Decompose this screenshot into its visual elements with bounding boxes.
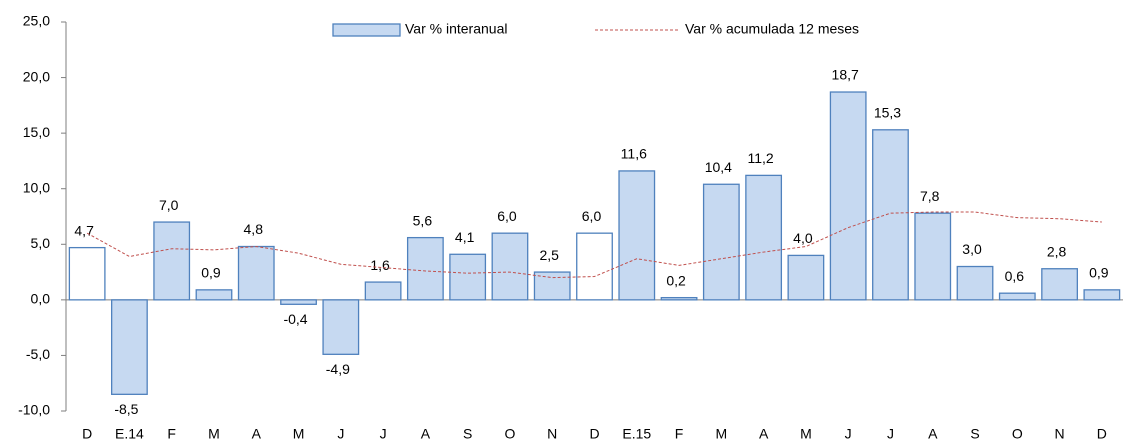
value-label: 3,0 — [962, 241, 982, 257]
bar — [491, 232, 529, 301]
x-tick-label: M — [716, 426, 728, 442]
value-label: 4,1 — [455, 229, 475, 245]
x-tick-label: O — [504, 426, 515, 442]
value-label: 6,0 — [497, 208, 517, 224]
bar — [68, 246, 106, 301]
x-tick-label: M — [800, 426, 812, 442]
bar — [829, 91, 867, 301]
value-label: 4,0 — [793, 230, 813, 246]
bar — [406, 236, 444, 301]
bar — [660, 296, 698, 301]
bar — [914, 212, 952, 301]
value-label: 0,6 — [1005, 268, 1025, 284]
bar — [702, 183, 740, 301]
x-tick-label: S — [463, 426, 472, 442]
y-tick-label: -10,0 — [18, 402, 50, 418]
line — [86, 211, 1102, 279]
x-tick-label: A — [759, 426, 769, 442]
x-tick-label: E.15 — [622, 426, 651, 442]
value-label: 7,8 — [920, 188, 940, 204]
x-tick-label: J — [337, 426, 344, 442]
value-label: 0,9 — [1089, 265, 1109, 281]
legend-label: Var % acumulada 12 meses — [685, 21, 859, 37]
bar — [364, 281, 402, 301]
bar — [745, 174, 783, 301]
value-label: 18,7 — [832, 67, 859, 83]
bar — [322, 299, 360, 355]
x-tick-label: D — [1097, 426, 1107, 442]
y-tick-label: 10,0 — [23, 179, 50, 195]
x-tick-label: A — [421, 426, 431, 442]
x-tick-label: J — [380, 426, 387, 442]
value-label: 11,2 — [748, 150, 774, 166]
bar — [280, 299, 317, 305]
value-label: 11,6 — [621, 146, 647, 162]
value-label: 6,0 — [582, 208, 602, 224]
bar — [1083, 289, 1121, 301]
value-label: 2,5 — [539, 247, 559, 263]
bar — [195, 289, 233, 301]
y-tick-label: 5,0 — [31, 235, 51, 251]
bar — [998, 292, 1036, 301]
y-tick-label: 15,0 — [23, 124, 50, 140]
x-tick-label: M — [208, 426, 220, 442]
value-label: 1,6 — [370, 257, 390, 273]
value-label: -0,4 — [283, 311, 307, 327]
x-tick-label: M — [293, 426, 305, 442]
bar — [956, 265, 994, 301]
x-tick-label: A — [252, 426, 262, 442]
value-label: 4,7 — [74, 222, 94, 238]
bar — [1041, 268, 1078, 301]
value-label: 7,0 — [159, 197, 179, 213]
bar — [787, 254, 825, 301]
bar — [237, 245, 275, 301]
x-tick-label: N — [547, 426, 557, 442]
x-tick-label: A — [928, 426, 938, 442]
x-tick-label: J — [845, 426, 852, 442]
value-label: 4,8 — [244, 221, 264, 237]
bar — [576, 232, 613, 301]
legend-label: Var % interanual — [405, 21, 507, 37]
y-tick-label: 20,0 — [23, 68, 50, 84]
y-tick-label: 25,0 — [23, 13, 50, 29]
value-label: 15,3 — [874, 105, 901, 121]
y-tick-label: -5,0 — [26, 346, 50, 362]
legend-swatch — [332, 23, 401, 37]
y-tick-label: 0,0 — [31, 291, 51, 307]
value-label: -4,9 — [326, 361, 350, 377]
x-tick-label: D — [589, 426, 599, 442]
x-tick-label: N — [1055, 426, 1065, 442]
x-tick-label: J — [887, 426, 894, 442]
x-tick-label: F — [167, 426, 176, 442]
value-label: 10,4 — [705, 159, 732, 175]
value-label: 0,2 — [666, 272, 686, 288]
value-label: 2,8 — [1047, 243, 1067, 259]
x-tick-label: F — [675, 426, 684, 442]
x-tick-label: O — [1012, 426, 1023, 442]
value-label: -8,5 — [114, 401, 138, 417]
bar — [111, 299, 148, 395]
value-label: 0,9 — [201, 265, 221, 281]
bar — [449, 253, 487, 301]
value-label: 5,6 — [413, 212, 433, 228]
bar — [872, 129, 909, 301]
x-tick-label: D — [82, 426, 92, 442]
bar — [533, 271, 571, 301]
x-tick-label: S — [970, 426, 979, 442]
bar — [153, 221, 191, 301]
x-tick-label: E.14 — [115, 426, 144, 442]
bar — [618, 170, 656, 301]
